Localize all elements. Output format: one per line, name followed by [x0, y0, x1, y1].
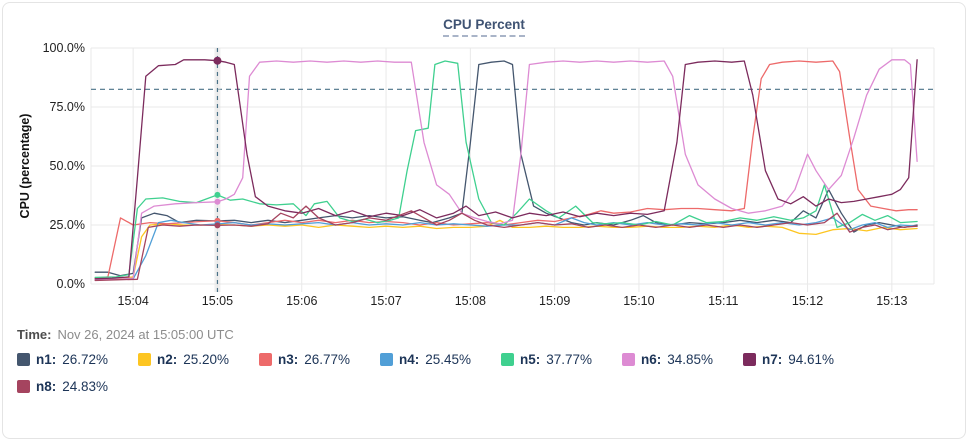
x-tick-label: 15:07	[370, 294, 401, 308]
crosshair-dot-n7	[213, 56, 222, 65]
legend-series-name: n5:	[520, 352, 541, 367]
legend-series-name: n7:	[762, 352, 783, 367]
x-tick-label: 15:12	[792, 294, 823, 308]
legend-item-n1[interactable]: n1: 26.72%	[17, 352, 138, 367]
legend-series-value: 94.61%	[788, 352, 835, 367]
y-tick-label: 50.0%	[50, 159, 85, 173]
series-line-n4[interactable]	[94, 217, 918, 281]
x-tick-label: 15:04	[118, 294, 149, 308]
time-row: Time: Nov 26, 2024 at 15:05:00 UTC	[3, 317, 965, 342]
legend-swatch	[138, 353, 151, 366]
legend-swatch	[380, 353, 393, 366]
legend-series-value: 26.77%	[304, 352, 351, 367]
legend-series-name: n4:	[399, 352, 420, 367]
legend: n1: 26.72% n2: 25.20% n3: 26.77% n4: 25.45% n5: 3…	[3, 342, 965, 394]
legend-series-value: 25.20%	[183, 352, 230, 367]
y-axis-title: CPU (percentage)	[18, 114, 32, 219]
series-line-n1[interactable]	[94, 60, 918, 277]
chart-plot-area[interactable]: 0.0% 25.0% 50.0% 75.0% 100.0% 15:04 15:05 15:06…	[3, 37, 966, 317]
legend-item-n2[interactable]: n2: 25.20%	[138, 352, 259, 367]
x-tick-label: 15:05	[202, 294, 233, 308]
legend-series-value: 37.77%	[546, 352, 593, 367]
crosshair-dot-n5	[214, 191, 221, 198]
y-tick-label: 0.0%	[57, 277, 86, 291]
time-label: Time:	[17, 327, 52, 342]
legend-series-name: n2:	[157, 352, 178, 367]
x-tick-label: 15:08	[455, 294, 486, 308]
time-value: Nov 26, 2024 at 15:05:00 UTC	[57, 327, 234, 342]
y-tick-label: 25.0%	[50, 218, 85, 232]
cpu-line-chart[interactable]: 0.0% 25.0% 50.0% 75.0% 100.0% 15:04 15:05 15:06…	[3, 37, 966, 317]
series-line-n5[interactable]	[94, 60, 918, 279]
legend-item-n8[interactable]: n8: 24.83%	[17, 379, 138, 394]
legend-swatch	[17, 380, 30, 393]
legend-series-value: 26.72%	[62, 352, 109, 367]
legend-series-name: n8:	[36, 379, 57, 394]
y-tick-label: 75.0%	[50, 100, 85, 114]
legend-swatch	[743, 353, 756, 366]
y-tick-label: 100.0%	[43, 41, 85, 55]
legend-item-n6[interactable]: n6: 34.85%	[622, 352, 743, 367]
crosshair-dot-n8	[214, 222, 221, 229]
series-line-n7[interactable]	[94, 59, 918, 280]
legend-series-name: n6:	[641, 352, 662, 367]
legend-series-value: 24.83%	[62, 379, 109, 394]
chart-header: CPU Percent	[3, 3, 965, 37]
legend-swatch	[259, 353, 272, 366]
series-line-n6[interactable]	[94, 59, 918, 281]
legend-swatch	[501, 353, 514, 366]
x-tick-label: 15:06	[286, 294, 317, 308]
legend-series-name: n3:	[278, 352, 299, 367]
x-tick-label: 15:10	[623, 294, 654, 308]
legend-item-n7[interactable]: n7: 94.61%	[743, 352, 864, 367]
legend-swatch	[17, 353, 30, 366]
x-tick-label: 15:11	[708, 294, 738, 308]
series-line-n8[interactable]	[94, 205, 918, 282]
legend-series-value: 34.85%	[667, 352, 714, 367]
x-tick-label: 15:13	[876, 294, 907, 308]
x-tick-label: 15:09	[539, 294, 570, 308]
legend-item-n5[interactable]: n5: 37.77%	[501, 352, 622, 367]
legend-series-value: 25.45%	[425, 352, 472, 367]
legend-item-n4[interactable]: n4: 25.45%	[380, 352, 501, 367]
chart-title[interactable]: CPU Percent	[443, 17, 525, 37]
legend-swatch	[622, 353, 635, 366]
crosshair-dot-n6	[214, 198, 221, 205]
legend-item-n3[interactable]: n3: 26.77%	[259, 352, 380, 367]
legend-series-name: n1:	[36, 352, 57, 367]
